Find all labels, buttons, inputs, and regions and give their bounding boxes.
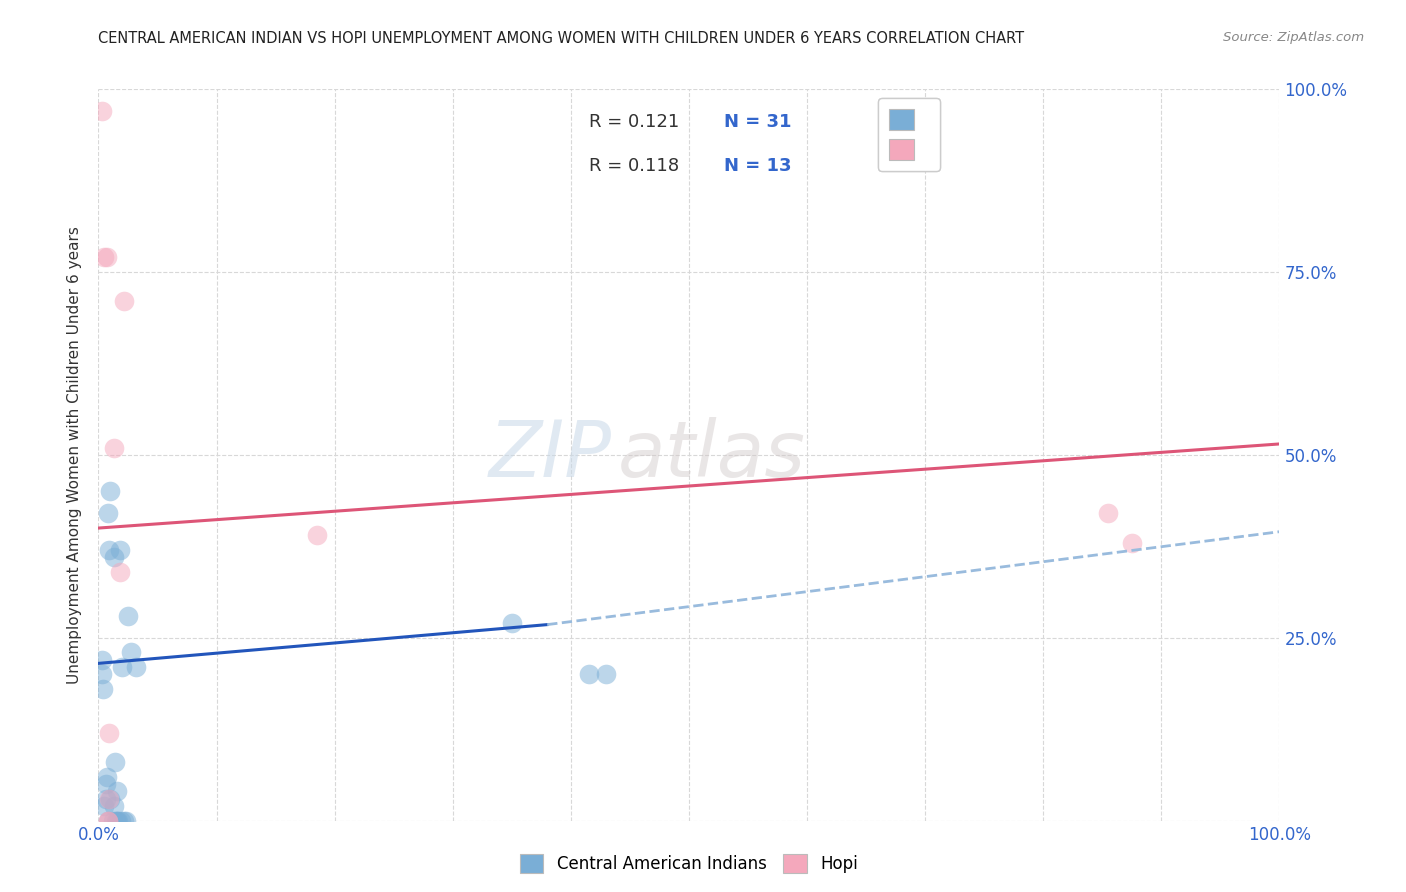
Point [103, 441, 125, 455]
Point [101, 814, 124, 828]
Point [117, 608, 139, 623]
Point [103, 799, 125, 814]
Point [305, 528, 328, 542]
Point [112, 294, 135, 309]
Point [98, 484, 121, 499]
Text: R = 0.118: R = 0.118 [589, 157, 679, 175]
Point [108, 565, 131, 579]
Point [91, 667, 114, 681]
Point [93, 251, 115, 265]
Text: atlas: atlas [619, 417, 806, 493]
Point [98, 726, 121, 740]
Point [105, 814, 128, 828]
Point [97, 507, 120, 521]
Point [91, 681, 114, 696]
Point [107, 814, 129, 828]
Point [98, 543, 121, 558]
Point [98, 791, 121, 805]
Point [1097, 507, 1119, 521]
Point [121, 645, 143, 659]
Text: CENTRAL AMERICAN INDIAN VS HOPI UNEMPLOYMENT AMONG WOMEN WITH CHILDREN UNDER 6 Y: CENTRAL AMERICAN INDIAN VS HOPI UNEMPLOY… [98, 31, 1025, 46]
Point [110, 814, 132, 828]
Point [108, 543, 131, 558]
Point [98, 791, 121, 805]
Point [96, 251, 118, 265]
Point [105, 784, 128, 798]
Text: N = 13: N = 13 [724, 157, 792, 175]
Point [501, 616, 523, 631]
Point [125, 660, 148, 674]
Point [595, 667, 617, 681]
Point [91, 104, 114, 119]
Legend: Central American Indians, Hopi: Central American Indians, Hopi [512, 846, 866, 882]
Point [111, 660, 134, 674]
Point [97, 814, 120, 828]
Point [103, 550, 125, 565]
Point [94, 777, 117, 791]
Y-axis label: Unemployment Among Women with Children Under 6 years: Unemployment Among Women with Children U… [67, 226, 83, 684]
Text: ZIP: ZIP [489, 417, 612, 493]
Point [105, 814, 128, 828]
Point [97, 814, 120, 828]
Point [97, 814, 120, 828]
Point [104, 755, 127, 769]
Point [91, 653, 114, 667]
Point [93, 799, 115, 814]
Point [96, 770, 118, 784]
Text: R = 0.121: R = 0.121 [589, 113, 679, 131]
Point [114, 814, 136, 828]
Point [578, 667, 600, 681]
Point [112, 814, 135, 828]
Point [1121, 535, 1143, 549]
Text: N = 31: N = 31 [724, 113, 792, 131]
Text: Source: ZipAtlas.com: Source: ZipAtlas.com [1223, 31, 1364, 45]
Point [94, 791, 117, 805]
